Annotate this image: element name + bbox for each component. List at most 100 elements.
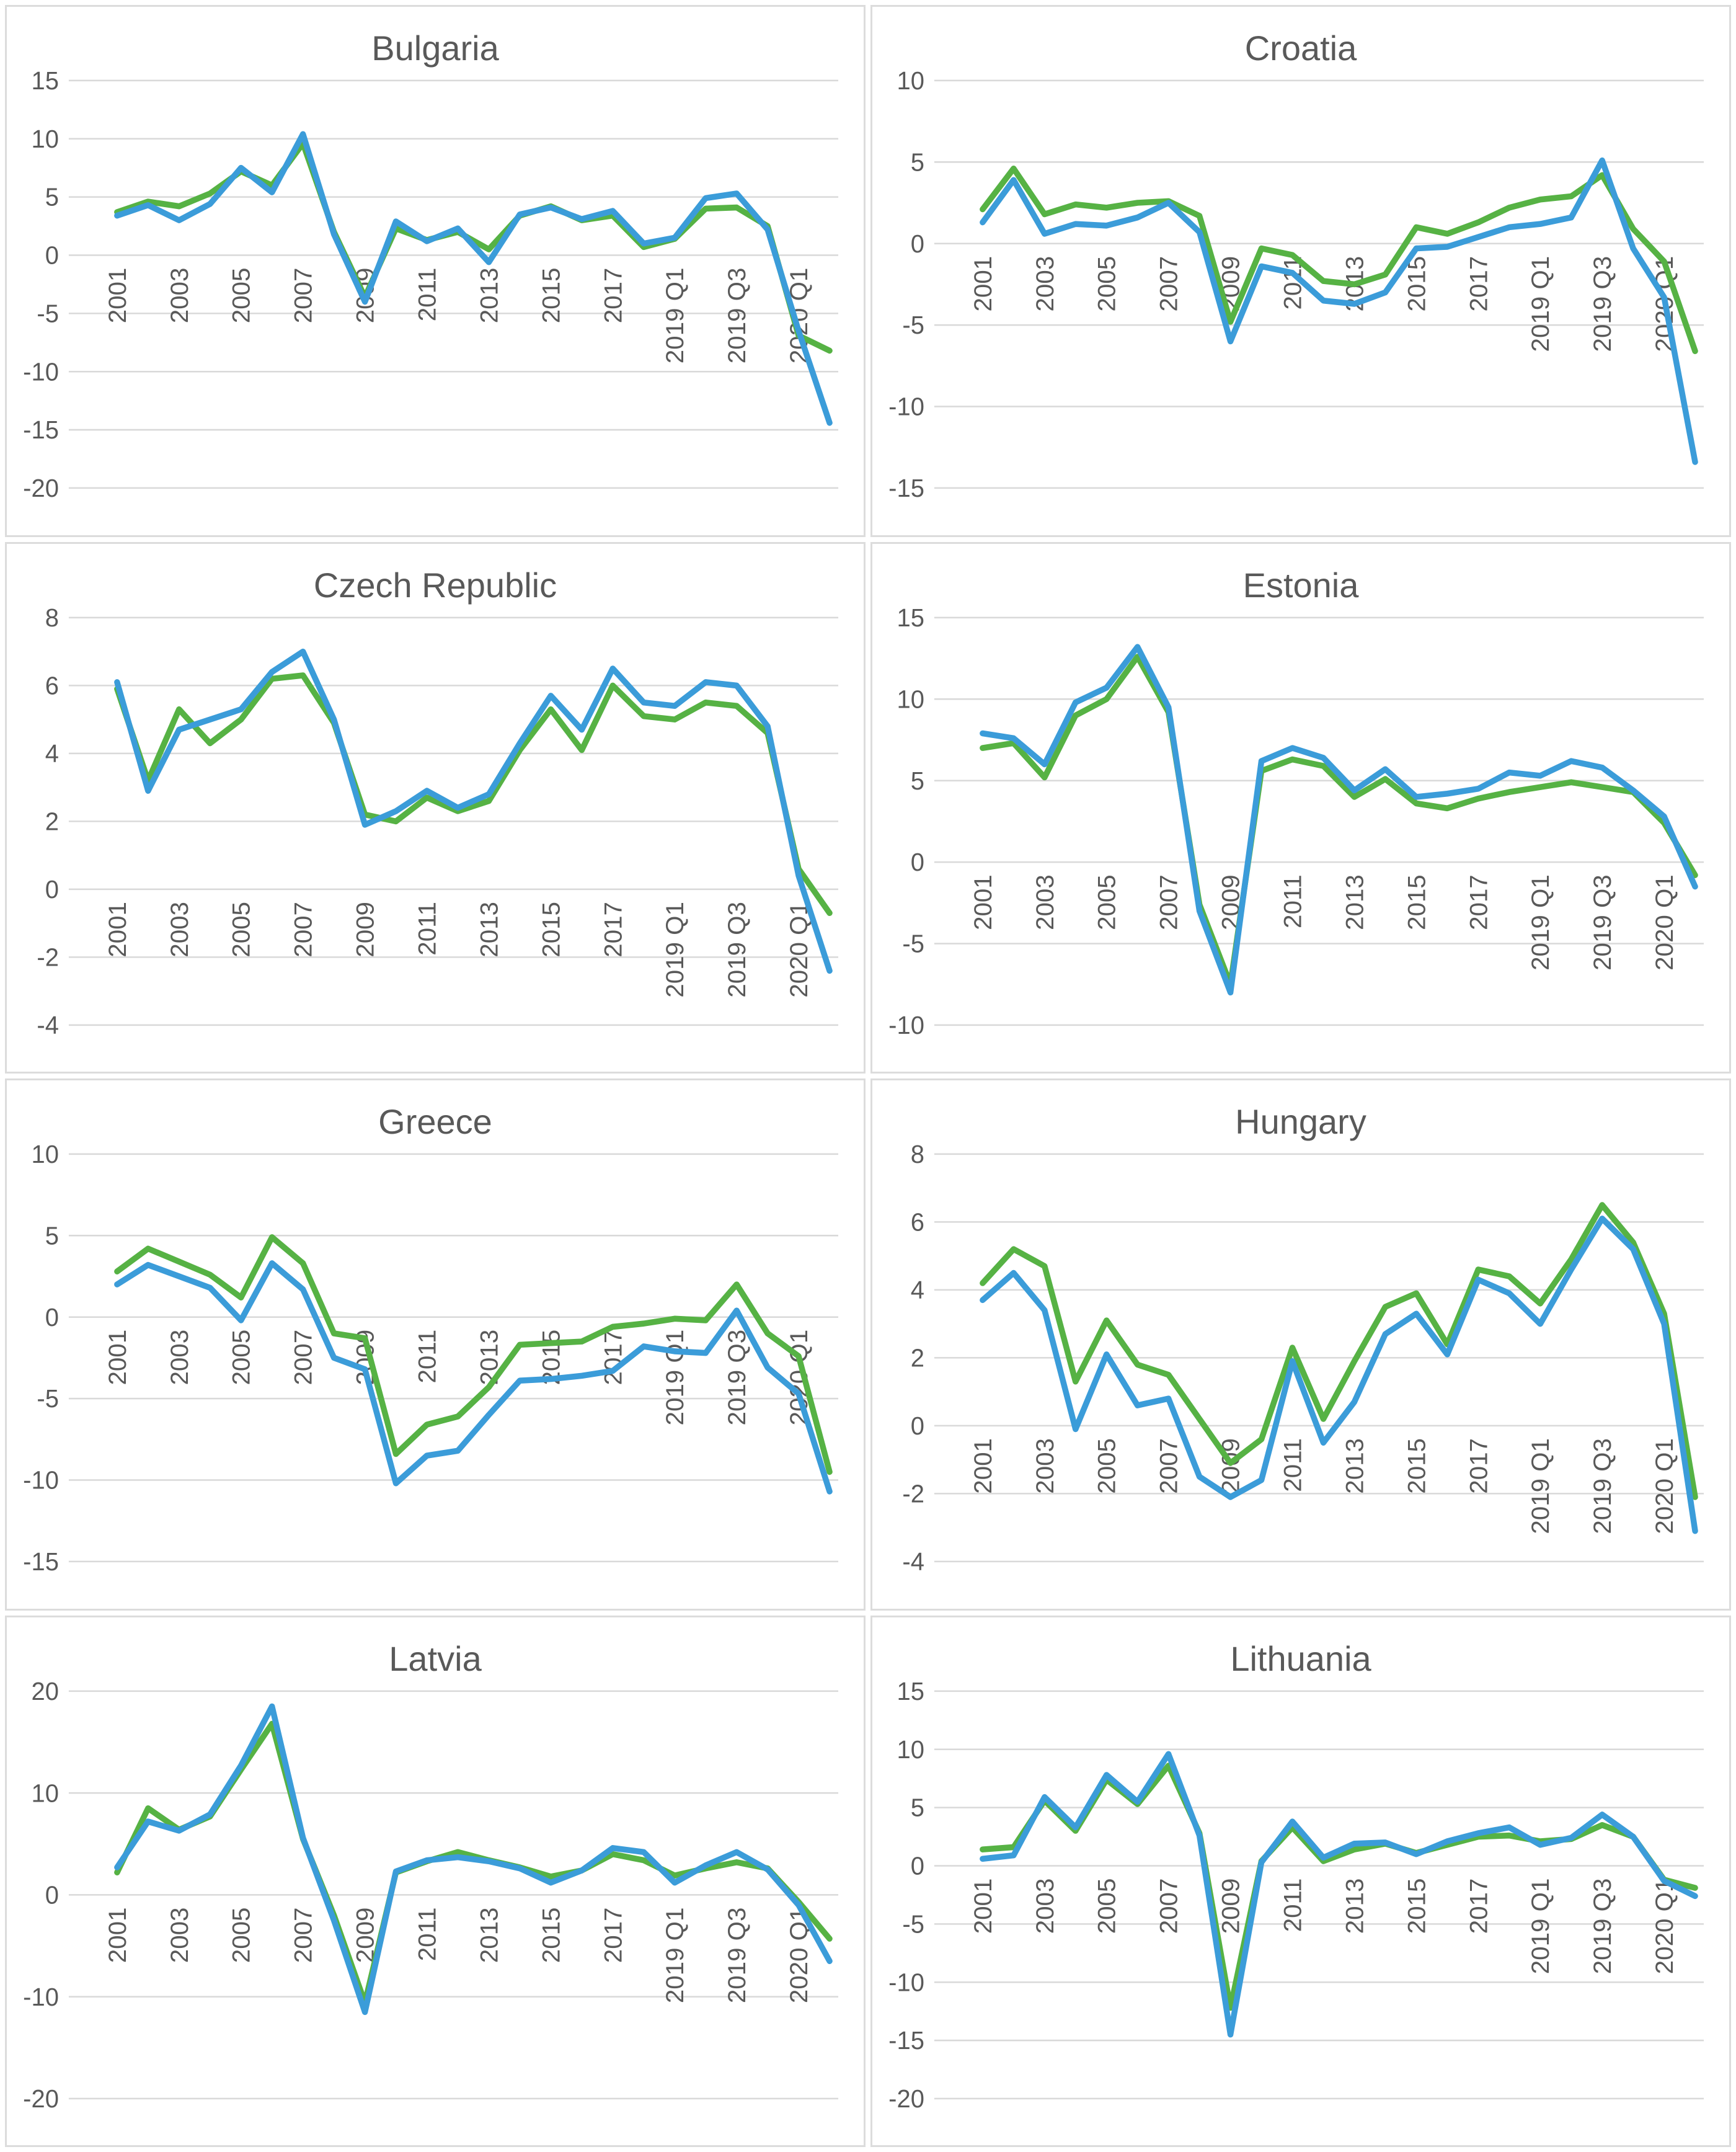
green-series-line: [980, 166, 1698, 354]
y-axis-tick-label: 15: [897, 1677, 924, 1705]
blue-series-line: [980, 643, 1698, 995]
x-axis-tick-label: 2001: [969, 1438, 997, 1494]
x-axis-tick-label: 2003: [166, 268, 193, 324]
chart-panel-estonia: 15 10 5 0 -5 -10 2001 2003 2005 2007 2009 2011 2013 2…: [870, 541, 1731, 1074]
y-axis-tick-label: 0: [45, 1881, 59, 1909]
y-axis-tick-label: 0: [45, 875, 59, 903]
x-axis-tick-label: 2017: [1464, 256, 1492, 312]
x-axis-tick-label: 2005: [1093, 874, 1121, 930]
y-axis-tick-label: -10: [23, 358, 59, 386]
y-axis-tick-label: 10: [31, 1779, 58, 1807]
x-axis-tick-label: 2013: [476, 1907, 503, 1963]
y-axis-tick-label: -15: [888, 474, 924, 502]
blue-series-line: [980, 1750, 1698, 2037]
y-axis-tick-label: 2: [911, 1344, 924, 1372]
x-axis-tick-label: 2020 Q1: [785, 1330, 813, 1426]
x-axis-tick-label: 2019 Q1: [1526, 256, 1554, 352]
y-axis-tick-label: 0: [45, 1304, 59, 1332]
x-axis-tick-label: 2020 Q1: [1650, 1438, 1678, 1534]
x-axis-tick-label: 2019 Q1: [661, 1330, 689, 1426]
x-axis-tick-label: 2019 Q1: [1526, 1878, 1554, 1974]
y-axis-tick-label: -15: [23, 416, 59, 444]
x-axis-tick-label: 2001: [969, 256, 997, 312]
x-axis-tick-label: 2020 Q1: [1650, 1878, 1678, 1974]
y-axis-tick-label: -2: [902, 1480, 924, 1508]
y-axis-tick-label: 5: [911, 148, 924, 176]
x-axis-tick-label: 2001: [969, 1878, 997, 1934]
y-axis-tick-label: 8: [45, 603, 59, 631]
y-axis-tick-label: -15: [888, 2027, 924, 2055]
y-axis-tick-label: 4: [911, 1276, 924, 1304]
x-axis-tick-label: 2003: [166, 1907, 193, 1963]
x-axis-tick-label: 2003: [1031, 874, 1059, 930]
chart-panel-greece: 10 5 0 -5 -10 -15 2001 2003 2005 2007 2009 2011 2013…: [5, 1078, 866, 1611]
x-axis-tick-label: 2011: [1279, 874, 1307, 928]
green-series-line: [114, 672, 833, 916]
y-axis-tick-label: -15: [23, 1548, 59, 1576]
y-axis-tick-label: 15: [31, 67, 58, 95]
x-axis-tick-label: 2019 Q3: [1588, 1438, 1616, 1534]
x-axis-tick-label: 2017: [599, 1330, 627, 1385]
x-axis-tick-label: 2011: [414, 268, 441, 322]
x-axis-tick-label: 2017: [599, 268, 627, 324]
x-axis-tick-label: 2009: [1217, 1878, 1245, 1934]
x-axis-tick-label: 2003: [166, 902, 193, 958]
x-axis-tick-label: 2019 Q1: [661, 1907, 689, 2003]
x-axis-tick-label: 2019 Q1: [661, 268, 689, 364]
chart-panel-croatia: 10 5 0 -5 -10 -15 2001 2003 2005 2007 2009 2011 2013…: [870, 5, 1731, 537]
x-axis-tick-label: 2017: [599, 902, 627, 958]
y-axis-tick-label: -5: [902, 311, 924, 339]
x-axis-tick-label: 2019 Q3: [1588, 874, 1616, 971]
y-axis-tick-label: 15: [897, 603, 924, 631]
blue-series-line: [114, 1703, 833, 2015]
y-axis-tick-label: -10: [23, 1466, 59, 1494]
y-axis-tick-label: 0: [911, 848, 924, 876]
chart-panel-bulgaria: 15 10 5 0 -5 -10 -15 -20 2001 2003 2005 2007 2009 201…: [5, 5, 866, 537]
y-axis-tick-label: -5: [37, 300, 59, 327]
x-axis-tick-label: 2020 Q1: [785, 902, 813, 998]
y-axis-tick-label: 20: [31, 1677, 58, 1705]
y-axis-tick-label: 10: [897, 685, 924, 713]
x-axis-tick-label: 2015: [1403, 1878, 1431, 1934]
y-axis-tick-label: 2: [45, 807, 59, 835]
x-axis-tick-label: 2003: [1031, 256, 1059, 312]
x-axis-tick-label: 2005: [228, 902, 255, 958]
x-axis-tick-label: 2019 Q3: [723, 268, 751, 364]
y-axis-tick-label: 0: [911, 1412, 924, 1440]
green-series-line: [980, 1202, 1698, 1500]
x-axis-tick-label: 2017: [1464, 1878, 1492, 1934]
y-axis-tick-label: -20: [888, 2084, 924, 2112]
x-axis-tick-label: 2009: [352, 902, 379, 958]
x-axis-tick-label: 2005: [228, 268, 255, 324]
blue-series-line: [980, 157, 1698, 465]
y-axis-tick-label: 10: [897, 67, 924, 95]
y-axis-tick-label: 10: [897, 1735, 924, 1763]
blue-series-line: [114, 648, 833, 974]
y-axis-tick-label: 5: [45, 1222, 59, 1250]
x-axis-tick-label: 2015: [538, 1907, 565, 1963]
x-axis-tick-label: 2001: [104, 1330, 131, 1385]
blue-series-line: [114, 1260, 833, 1495]
y-axis-tick-label: -20: [23, 474, 59, 502]
x-axis-tick-label: 2015: [1403, 1438, 1431, 1494]
x-axis-tick-label: 2019 Q1: [1526, 874, 1554, 971]
x-axis-tick-label: 2015: [1403, 874, 1431, 930]
y-axis-tick-label: 4: [45, 739, 59, 767]
x-axis-tick-label: 2013: [476, 268, 503, 324]
x-axis-tick-label: 2007: [1155, 1438, 1183, 1494]
x-axis-tick-label: 2005: [1093, 1878, 1121, 1934]
blue-series-line: [980, 1216, 1698, 1534]
x-axis-tick-label: 2011: [414, 902, 441, 956]
x-axis-tick-label: 2011: [414, 1330, 441, 1384]
y-axis-tick-label: -10: [888, 1968, 924, 1996]
x-axis-tick-label: 2001: [104, 268, 131, 324]
x-axis-tick-label: 2007: [1155, 1878, 1183, 1934]
y-axis-tick-label: -5: [902, 1910, 924, 1938]
x-axis-tick-label: 2019 Q3: [723, 902, 751, 998]
